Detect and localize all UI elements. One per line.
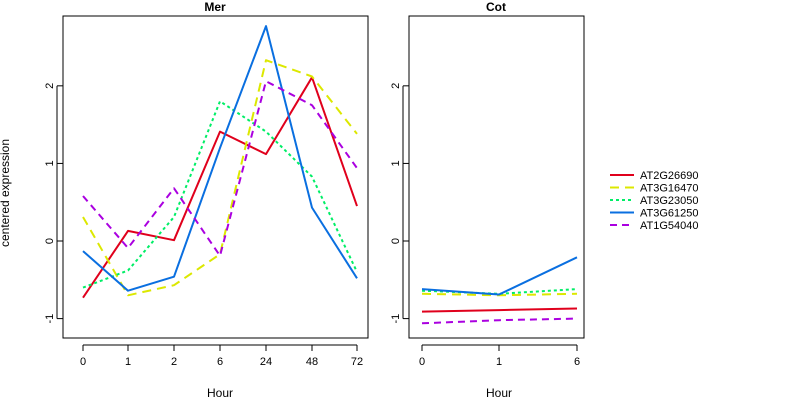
x-tick-label: 6 [574,356,580,368]
legend-label: AT2G26690 [640,170,699,182]
legend: AT2G26690AT3G16470AT3G23050AT3G61250AT1G… [610,170,699,232]
series-line-at2g26690 [82,76,358,299]
x-tick-label: 2 [171,356,177,368]
series-lines [421,256,578,325]
series-line-at3g23050 [82,100,358,289]
x-tick-label: 1 [496,356,502,368]
y-tick-label: 1 [44,160,56,166]
series-line-at3g16470 [82,59,358,297]
y-tick-label: 0 [44,238,56,244]
x-axis-title: Hour [486,386,512,400]
y-tick-label: 0 [390,238,402,244]
panel-title: Cot [486,0,506,14]
x-tick-label: 0 [80,356,86,368]
series-line-at1g54040 [82,80,358,257]
legend-label: AT3G16470 [640,183,699,195]
panel-title: Mer [204,0,226,14]
series-line-at3g61250 [82,25,358,292]
y-tick-label: -1 [390,314,402,324]
panel-mer: Mer -1 0 1 2 0 1 2 6 24 48 72 Hour [44,0,369,400]
y-axis: -1 0 1 2 [390,83,409,324]
x-axis: 0 1 2 6 24 48 72 [80,344,363,368]
x-tick-label: 1 [125,356,131,368]
x-axis-title: Hour [207,386,233,400]
x-tick-label: 72 [351,356,363,368]
series-line-at1g54040 [421,317,578,325]
series-line-at3g61250 [421,256,578,296]
y-axis-title: centered expression [0,139,12,247]
plot-frame [62,15,369,339]
legend-label: AT3G23050 [640,195,699,207]
series-line-at2g26690 [421,307,578,313]
y-tick-label: 2 [390,83,402,89]
series-lines [82,25,358,299]
y-axis: -1 0 1 2 [44,83,63,324]
x-tick-label: 6 [217,356,223,368]
x-axis: 0 1 6 [419,344,580,368]
y-tick-label: 1 [390,160,402,166]
legend-label: AT1G54040 [640,220,699,232]
plot-frame [408,15,585,339]
legend-label: AT3G61250 [640,208,699,220]
panel-cot: Cot -1 0 1 2 0 1 6 Hour [390,0,585,400]
y-tick-label: 2 [44,83,56,89]
y-tick-label: -1 [44,314,56,324]
x-tick-label: 24 [260,356,272,368]
x-tick-label: 48 [306,356,318,368]
x-tick-label: 0 [419,356,425,368]
